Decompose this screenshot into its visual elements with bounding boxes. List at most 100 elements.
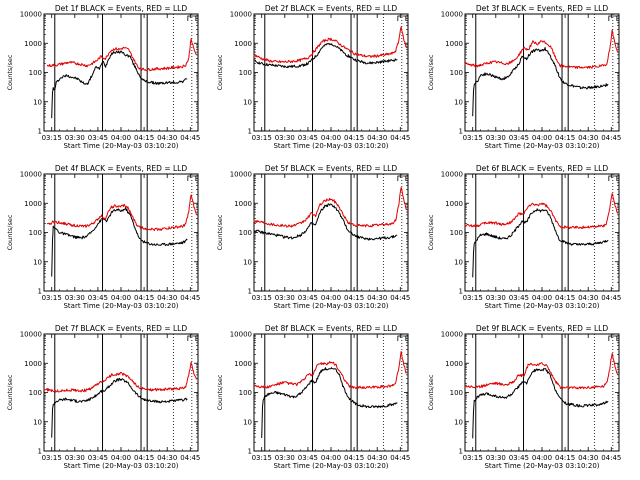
events-series-line [51,50,188,119]
x-tick-label: 04:00 [532,134,552,142]
x-tick-label: 03:15 [252,294,272,302]
x-axis-label: Start Time (20-May-03 03:10:20) [63,462,178,470]
interval-bracket [397,15,407,21]
x-tick-label: 04:45 [601,454,621,462]
y-axis-label: Counts/sec [6,374,14,410]
y-tick-label: 100 [29,229,42,237]
plot-frame [253,173,409,292]
y-tick-label: 1000 [445,360,463,368]
y-tick-label: 10 [454,258,463,266]
x-axis-label: Start Time (20-May-03 03:10:20) [63,302,178,310]
y-tick-label: 10 [33,418,42,426]
x-tick-label: 03:45 [509,454,529,462]
x-tick-label: 03:30 [65,134,85,142]
x-tick-label: 03:45 [298,134,318,142]
x-tick-label: 03:45 [298,294,318,302]
x-axis-label: Start Time (20-May-03 03:10:20) [484,302,599,310]
x-tick-label: 04:45 [390,134,410,142]
y-tick-label: 1000 [445,40,463,48]
y-tick-label: 1 [459,288,463,296]
x-tick-label: 03:15 [463,454,483,462]
detector-plot-4: Det 4f BLACK = Events, RED = LLD 1 10 100 10… [6,164,200,310]
interval-bracket [187,335,197,341]
y-tick-label: 10000 [441,171,463,179]
plot-frame [43,333,199,452]
x-axis-label: Start Time (20-May-03 03:10:20) [273,302,388,310]
x-tick-label: 04:30 [578,294,598,302]
x-tick-label: 04:00 [532,294,552,302]
detector-plot-9: Det 9f BLACK = Events, RED = LLD 1 10 100 10… [427,324,621,470]
x-tick-label: 04:45 [601,294,621,302]
detector-plot-3: Det 3f BLACK = Events, RED = LLD 1 10 100 10… [427,4,621,150]
x-tick-label: 03:30 [65,294,85,302]
x-tick-label: 04:30 [367,294,387,302]
x-tick-label: 03:30 [275,294,295,302]
x-axis-label: Start Time (20-May-03 03:10:20) [484,462,599,470]
x-tick-label: 03:30 [486,294,506,302]
y-tick-label: 10000 [441,331,463,339]
y-tick-label: 100 [450,229,463,237]
events-series-line [472,208,609,278]
interval-bracket [608,335,618,341]
x-tick-label: 04:45 [390,454,410,462]
x-tick-label: 03:45 [88,294,108,302]
detector-plot-5: Det 5f BLACK = Events, RED = LLD 1 10 100 10… [216,164,410,310]
x-tick-label: 04:30 [157,134,177,142]
x-tick-label: 03:45 [509,294,529,302]
x-tick-label: 04:30 [367,134,387,142]
y-tick-label: 1 [248,288,252,296]
x-tick-label: 04:00 [111,294,131,302]
x-tick-label: 04:00 [321,134,341,142]
x-tick-label: 03:15 [42,134,62,142]
chart-title: Det 4f BLACK = Events, RED = LLD [55,164,188,173]
events-series-line [472,47,609,117]
x-tick-label: 03:30 [275,454,295,462]
plot-frame [43,13,199,132]
x-tick-label: 04:15 [344,454,364,462]
plot-frame [43,173,199,292]
detector-plot-8: Det 8f BLACK = Events, RED = LLD 1 10 100 10… [216,324,410,470]
y-tick-label: 10000 [20,11,42,19]
x-axis-label: Start Time (20-May-03 03:10:20) [273,462,388,470]
x-tick-label: 04:15 [134,134,154,142]
x-tick-label: 04:00 [321,454,341,462]
lld-series-line [43,361,197,393]
x-tick-label: 04:45 [390,294,410,302]
detector-plot-6: Det 6f BLACK = Events, RED = LLD 1 10 100 10… [427,164,621,310]
x-tick-label: 04:15 [134,294,154,302]
y-axis-label: Counts/sec [427,54,435,90]
x-tick-label: 04:15 [134,454,154,462]
y-tick-label: 100 [450,69,463,77]
plot-frame [253,13,409,132]
y-tick-label: 1000 [445,200,463,208]
chart-title: Det 1f BLACK = Events, RED = LLD [55,4,188,13]
interval-bracket [608,15,618,21]
interval-bracket [187,15,197,21]
interval-bracket [397,175,407,181]
lld-series-line [464,29,618,70]
chart-title: Det 6f BLACK = Events, RED = LLD [476,164,609,173]
x-tick-label: 03:30 [65,454,85,462]
interval-bracket [608,175,618,181]
y-tick-label: 10000 [230,331,252,339]
y-tick-label: 100 [239,389,252,397]
x-tick-label: 04:00 [111,454,131,462]
x-tick-label: 03:30 [486,454,506,462]
x-tick-label: 03:45 [88,454,108,462]
x-tick-label: 04:30 [578,134,598,142]
x-tick-label: 03:15 [42,454,62,462]
x-tick-label: 04:45 [180,294,200,302]
y-axis-label: Counts/sec [216,214,224,250]
x-tick-label: 03:45 [88,134,108,142]
x-tick-label: 04:30 [578,454,598,462]
x-tick-label: 04:00 [532,454,552,462]
y-tick-label: 100 [29,389,42,397]
y-tick-label: 100 [29,69,42,77]
y-tick-label: 100 [239,229,252,237]
y-tick-label: 10000 [230,11,252,19]
y-axis-label: Counts/sec [216,54,224,90]
y-tick-label: 10000 [20,171,42,179]
x-tick-label: 04:15 [555,134,575,142]
x-tick-label: 03:45 [509,134,529,142]
detector-plot-2: Det 2f BLACK = Events, RED = LLD 1 10 100 10… [216,4,410,150]
